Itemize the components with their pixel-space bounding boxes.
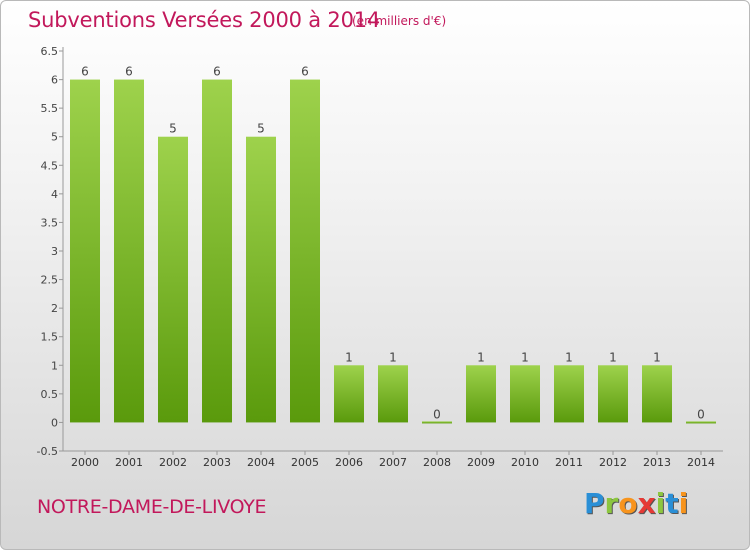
data-label-2011: 1 xyxy=(565,350,573,364)
y-tick-label: 0 xyxy=(51,416,58,429)
bar-2001 xyxy=(114,79,144,423)
bar-2007 xyxy=(378,365,408,423)
bar-2010 xyxy=(510,365,540,423)
data-label-2002: 5 xyxy=(169,122,177,136)
data-label-2010: 1 xyxy=(521,350,529,364)
bar-2004 xyxy=(246,136,276,423)
unit-note: (en milliers d'€) xyxy=(352,14,447,28)
bar-2005 xyxy=(290,79,320,423)
data-label-2009: 1 xyxy=(477,350,485,364)
y-tick-label: 5.5 xyxy=(41,102,59,115)
x-tick-label: 2001 xyxy=(115,456,143,469)
y-tick-label: 1.5 xyxy=(41,331,59,344)
data-label-2008: 0 xyxy=(433,407,441,421)
data-label-2014: 0 xyxy=(697,407,705,421)
data-label-2003: 6 xyxy=(213,65,221,79)
y-tick-label: 6.5 xyxy=(41,45,59,58)
x-tick-label: 2006 xyxy=(335,456,363,469)
y-tick-label: 6 xyxy=(51,74,58,87)
bar-2003 xyxy=(202,79,232,423)
y-tick-label: 3 xyxy=(51,245,58,258)
y-tick-label: 1 xyxy=(51,359,58,372)
x-tick-label: 2007 xyxy=(379,456,407,469)
data-label-2007: 1 xyxy=(389,350,397,364)
bar-2006 xyxy=(334,365,364,423)
logo-letter: t xyxy=(665,487,679,520)
x-tick-label: 2002 xyxy=(159,456,187,469)
logo-letter: i xyxy=(655,487,666,520)
logo-letter: r xyxy=(604,487,619,520)
y-tick-label: 2.5 xyxy=(41,274,59,287)
logo-letter: i xyxy=(678,487,689,520)
y-tick-label: 0.5 xyxy=(41,388,59,401)
bar-2002 xyxy=(158,136,188,423)
bar-2013 xyxy=(642,365,672,423)
logo-letter: x xyxy=(637,487,656,520)
data-label-2000: 6 xyxy=(81,65,89,79)
bar-2011 xyxy=(554,365,584,423)
proxiti-logo: Proxiti xyxy=(584,487,688,520)
data-label-2001: 6 xyxy=(125,65,133,79)
x-tick-label: 2009 xyxy=(467,456,495,469)
data-label-2013: 1 xyxy=(653,350,661,364)
bar-2012 xyxy=(598,365,628,423)
x-tick-label: 2013 xyxy=(643,456,671,469)
y-tick-label: -0.5 xyxy=(37,445,58,458)
data-label-2004: 5 xyxy=(257,122,265,136)
y-tick-label: 2 xyxy=(51,302,58,315)
y-tick-label: 3.5 xyxy=(41,216,59,229)
bar-2014 xyxy=(686,421,716,424)
logo-letter: o xyxy=(618,487,638,520)
data-label-2012: 1 xyxy=(609,350,617,364)
logo-letter: P xyxy=(584,487,605,520)
y-tick-label: 4 xyxy=(51,188,58,201)
y-tick-label: 5 xyxy=(51,131,58,144)
commune-name: NOTRE-DAME-DE-LIVOYE xyxy=(37,496,267,518)
x-tick-label: 2008 xyxy=(423,456,451,469)
x-tick-label: 2010 xyxy=(511,456,539,469)
y-tick-label: 4.5 xyxy=(41,159,59,172)
x-tick-label: 2004 xyxy=(247,456,275,469)
x-tick-label: 2011 xyxy=(555,456,583,469)
data-label-2006: 1 xyxy=(345,350,353,364)
x-tick-label: 2003 xyxy=(203,456,231,469)
x-tick-label: 2014 xyxy=(687,456,715,469)
x-tick-label: 2012 xyxy=(599,456,627,469)
chart-title: Subventions Versées 2000 à 2014 xyxy=(28,8,381,32)
bar-2000 xyxy=(70,79,100,423)
x-tick-label: 2000 xyxy=(71,456,99,469)
x-tick-label: 2005 xyxy=(291,456,319,469)
bar-2008 xyxy=(422,421,452,424)
bar-2009 xyxy=(466,365,496,423)
data-label-2005: 6 xyxy=(301,65,309,79)
